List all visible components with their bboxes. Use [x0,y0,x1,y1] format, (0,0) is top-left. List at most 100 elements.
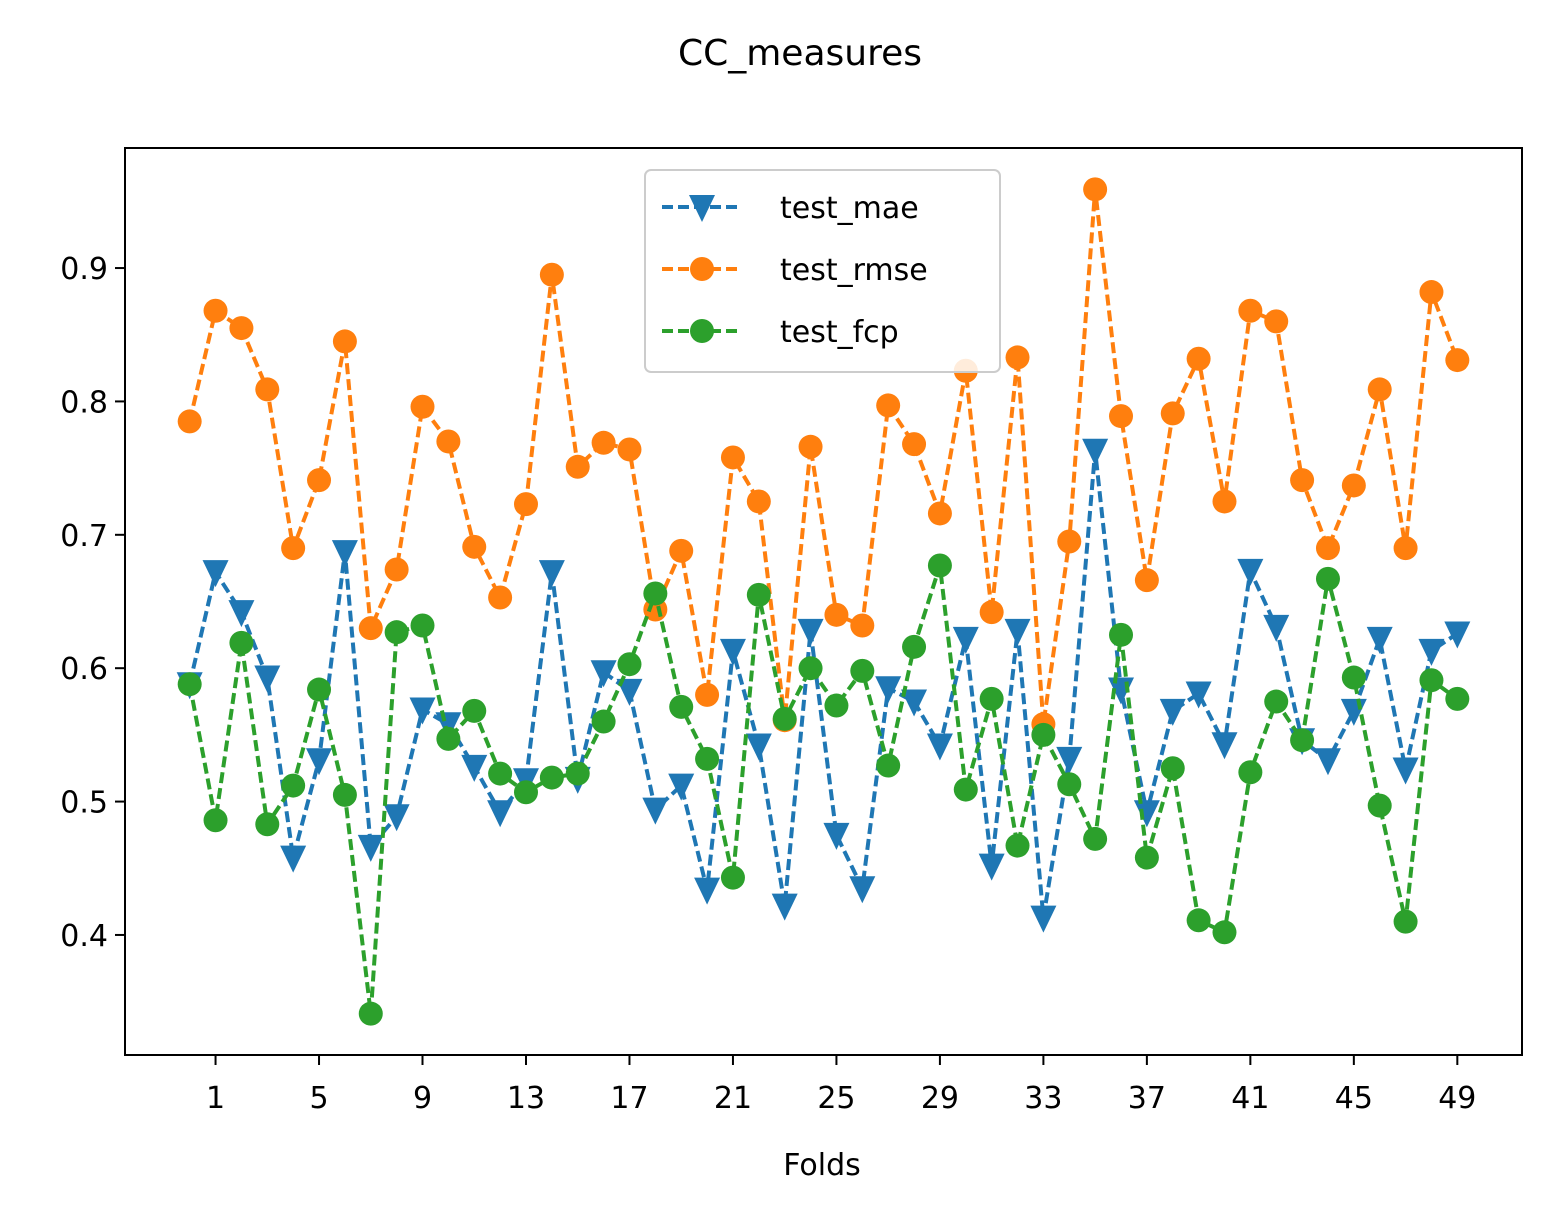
data-point-test_rmse [1005,345,1030,370]
data-point-test_mae [926,733,953,761]
data-point-test_rmse [358,616,383,641]
legend-item-test_fcp: test_fcp [662,315,899,350]
data-point-test_rmse [824,602,849,627]
y-tick-label: 0.6 [60,652,108,687]
data-point-test_rmse [565,454,590,479]
data-point-test_mae [952,626,979,654]
data-point-test_fcp [720,865,745,890]
data-point-test_mae [849,876,876,904]
data-point-test_fcp [617,652,642,677]
data-point-test_fcp [1445,686,1470,711]
data-point-test_fcp [1238,760,1263,785]
x-axis: 1 5 9 13 17 21 25 29 33 37 41 45 49 [206,1055,1476,1116]
data-point-test_fcp [1005,833,1030,858]
data-point-test_mae [1418,638,1445,666]
data-point-test_mae [1056,746,1083,774]
data-point-test_rmse [1083,177,1108,202]
legend-label: test_fcp [780,315,899,350]
legend-marker [690,319,714,343]
data-point-test_rmse [1367,377,1392,402]
data-point-test_fcp [746,582,771,607]
data-point-test_rmse [669,538,694,563]
data-point-test_fcp [1419,668,1444,693]
data-point-test_rmse [798,434,823,459]
data-point-test_mae [1263,614,1290,642]
x-axis-title: Folds [783,1148,861,1183]
data-point-test_rmse [488,585,513,610]
data-point-test_mae [1211,732,1238,760]
data-point-test_mae [1082,438,1109,466]
data-point-test_mae [978,853,1005,881]
data-point-test_mae [771,893,798,921]
data-point-test_rmse [1134,568,1159,593]
data-point-test_fcp [669,694,694,719]
data-point-test_rmse [1057,529,1082,554]
data-point-test_fcp [307,677,332,702]
data-point-test_fcp [203,808,228,833]
data-point-test_rmse [902,432,927,457]
data-point-test_rmse [591,430,616,455]
plot-frame [124,147,1523,1056]
data-point-test_mae [383,804,410,832]
data-point-test_fcp [539,765,564,790]
data-point-test_mae [461,754,488,782]
data-point-test_mae [642,797,669,825]
x-tick-label: 5 [309,1081,328,1116]
data-point-test_rmse [539,262,564,287]
data-point-test_rmse [462,534,487,559]
data-point-test_rmse [1160,401,1185,426]
data-point-test_rmse [720,445,745,470]
data-point-test_mae [875,676,902,704]
data-point-test_fcp [1212,920,1237,945]
data-point-test_mae [1237,558,1264,586]
legend-label: test_mae [780,191,919,226]
data-point-test_rmse [1419,280,1444,305]
legend-box [644,169,1001,373]
legend-item-test_rmse: test_rmse [662,253,928,288]
legend-label: test_rmse [780,253,928,288]
data-point-test_fcp [1341,665,1366,690]
data-point-test_fcp [772,706,797,731]
data-point-test_rmse [1290,468,1315,493]
data-point-test_mae [487,800,514,828]
data-point-test_rmse [617,437,642,462]
data-point-test_rmse [255,377,280,402]
data-point-test_mae [1030,905,1057,933]
data-point-test_fcp [410,613,435,638]
data-point-test_rmse [1315,536,1340,561]
y-tick-label: 0.5 [60,786,108,821]
legend-item-test_mae: test_mae [662,191,919,226]
data-point-test_fcp [1109,622,1134,647]
data-point-test_rmse [410,394,435,419]
data-point-test_mae [745,733,772,761]
data-point-test_fcp [1186,908,1211,933]
data-point-test_rmse [1445,348,1470,373]
data-point-test_mae [1004,618,1031,646]
x-tick-label: 17 [610,1081,648,1116]
data-point-test_rmse [229,316,254,341]
data-point-test_fcp [436,726,461,751]
x-tick-label: 25 [817,1081,855,1116]
data-point-test_fcp [824,693,849,718]
x-tick-label: 13 [507,1081,545,1116]
legend-marker [690,257,714,281]
data-point-test_mae [228,600,255,628]
data-point-test_mae [254,665,281,693]
data-point-test_mae [823,822,850,850]
data-point-test_fcp [1264,689,1289,714]
data-point-test_fcp [1134,845,1159,870]
data-point-test_fcp [1393,909,1418,934]
x-tick-label: 9 [413,1081,432,1116]
data-point-test_rmse [384,557,409,582]
data-point-test_mae [797,618,824,646]
data-point-test_mae [357,834,384,862]
data-point-test_fcp [229,630,254,655]
data-point-test_rmse [876,393,901,418]
data-point-test_rmse [436,429,461,454]
data-point-test_rmse [979,600,1004,625]
data-point-test_fcp [513,780,538,805]
data-point-test_mae [280,845,307,873]
data-point-test_rmse [177,409,202,434]
data-point-test_fcp [177,672,202,697]
